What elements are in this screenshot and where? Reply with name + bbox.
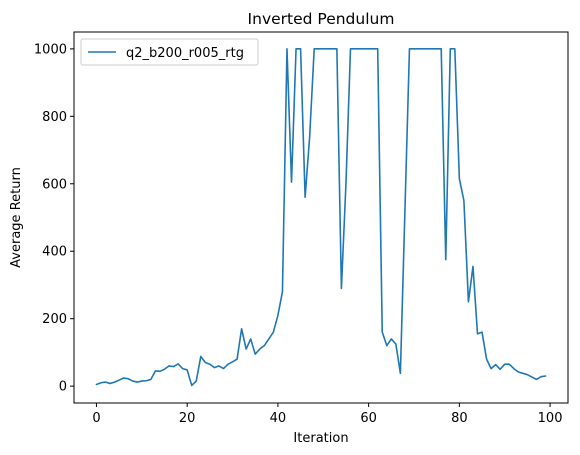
y-axis-label: Average Return [9,167,24,268]
y-tick-label: 400 [42,245,67,260]
y-tick-label: 800 [42,110,67,125]
series-line [95,48,547,387]
y-tick-label: 200 [42,312,67,327]
legend-label: q2_b200_r005_rtg [126,46,244,61]
plot-area [73,31,569,404]
x-tick-label: 20 [179,411,196,426]
legend-box [80,38,259,66]
y-tick-label: 0 [59,380,67,395]
x-tick-label: 0 [92,411,100,426]
y-tick-label: 1000 [34,42,67,57]
y-axis: 0 200 400 600 800 1000 [34,42,74,395]
x-tick-label: 60 [360,411,377,426]
plot-frame [73,31,569,404]
x-tick-label: 80 [451,411,468,426]
x-tick-label: 100 [538,411,563,426]
x-axis-label: Iteration [293,431,348,446]
legend: q2_b200_r005_rtg [80,38,259,66]
x-tick-label: 40 [270,411,287,426]
x-axis: 0 20 40 60 80 100 [92,403,562,426]
chart-title: Inverted Pendulum [248,10,395,28]
y-tick-label: 600 [42,177,67,192]
